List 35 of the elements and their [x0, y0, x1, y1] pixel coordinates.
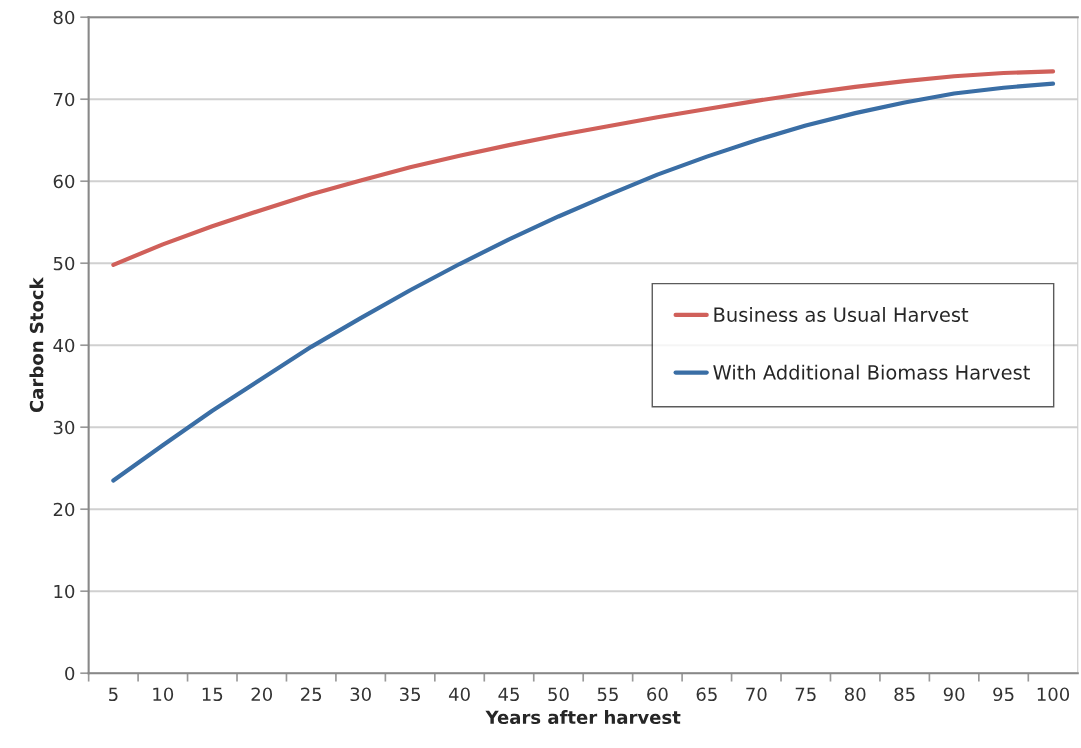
- y-tick-label: 20: [53, 502, 75, 517]
- x-tick-label: 55: [597, 687, 618, 702]
- x-tick-label: 75: [795, 687, 816, 702]
- y-axis-title: Carbon Stock: [29, 277, 44, 413]
- x-tick-label: 25: [301, 687, 322, 702]
- legend-label: With Additional Biomass Harvest: [713, 364, 1030, 380]
- y-tick-label: 40: [53, 338, 75, 353]
- line-series: [111, 81, 1056, 483]
- x-tick-label: 100: [1037, 687, 1070, 702]
- y-tick-label: 50: [53, 256, 75, 271]
- x-axis-title: Years after harvest: [485, 710, 681, 725]
- x-tick-label: 65: [696, 687, 717, 702]
- x-tick-label: 70: [746, 687, 767, 702]
- legend-label: Business as Usual Harvest: [714, 306, 969, 322]
- x-tick-label: 40: [448, 687, 470, 702]
- y-tick-label: 30: [53, 420, 75, 435]
- y-tick-label: 60: [53, 174, 75, 189]
- x-tick-label: 5: [109, 687, 118, 702]
- x-tick-label: 95: [993, 687, 1014, 702]
- x-tick-label: 15: [202, 687, 223, 702]
- x-tick-label: 50: [548, 687, 569, 702]
- x-tick-label: 60: [647, 687, 668, 702]
- x-tick-label: 85: [894, 687, 915, 702]
- x-tick-label: 45: [498, 687, 519, 702]
- y-tick-label: 70: [53, 92, 75, 107]
- x-tick-label: 10: [153, 687, 174, 702]
- x-tick-label: 35: [399, 687, 421, 702]
- y-tick-label: 10: [54, 584, 75, 599]
- x-tick-label: 80: [844, 687, 866, 702]
- x-tick-label: 20: [251, 687, 273, 702]
- y-tick-label: 0: [65, 666, 75, 681]
- line-series: [111, 69, 1056, 267]
- y-tick-label: 80: [53, 10, 75, 25]
- x-tick-label: 90: [943, 687, 965, 702]
- x-tick-label: 30: [350, 687, 371, 702]
